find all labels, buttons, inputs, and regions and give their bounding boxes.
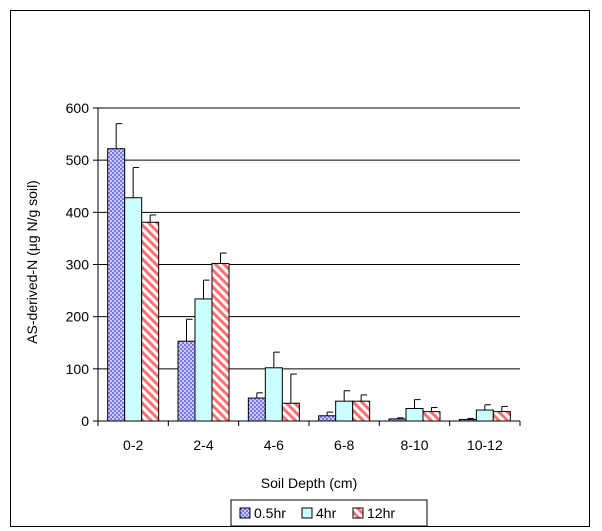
legend-label-0.5hr: 0.5hr	[254, 505, 286, 521]
y-tick-label: 500	[66, 152, 90, 168]
y-tick-label: 300	[66, 257, 90, 273]
x-axis-title: Soil Depth (cm)	[261, 475, 357, 491]
x-tick-label: 4-6	[264, 437, 284, 453]
y-tick-label: 0	[81, 413, 89, 429]
bar-12hr-4-6	[281, 402, 300, 422]
bar-12hr-10-12	[492, 411, 511, 422]
y-tick-label: 400	[66, 204, 90, 220]
legend-swatch-4hr	[301, 507, 313, 519]
bar-12hr-2-4	[211, 262, 230, 422]
x-tick-labels: 0-2 2-4 4-6 6-8 8-10 10-12	[123, 437, 503, 453]
x-tick-label: 2-4	[193, 437, 213, 453]
bar-0.5hr-0-2	[107, 148, 126, 422]
bar-4hr-8-10	[405, 407, 424, 422]
bar-4hr-6-8	[335, 400, 354, 422]
chart-frame	[10, 10, 590, 527]
x-tick-label: 8-10	[400, 437, 428, 453]
y-tick-label: 100	[66, 361, 90, 377]
y-axis-title: AS-derived-N (µg N/g soil)	[24, 180, 40, 344]
bar-4hr-2-4	[194, 298, 213, 422]
bar-4hr-4-6	[264, 367, 283, 422]
bar-12hr-6-8	[352, 400, 371, 422]
legend-label-12hr: 12hr	[367, 505, 395, 521]
bars-layer	[107, 148, 511, 422]
legend-swatch-12hr	[352, 507, 364, 519]
legend-label-4hr: 4hr	[316, 505, 337, 521]
axes-layer	[93, 107, 521, 426]
legend-box	[230, 499, 428, 527]
y-tick-label: 200	[66, 309, 90, 325]
y-tick-labels: 0 100 200 300 400 500 600	[66, 100, 90, 429]
x-tick-label: 10-12	[467, 437, 503, 453]
bar-4hr-0-2	[124, 197, 143, 422]
bar-0.5hr-6-8	[318, 415, 337, 422]
error-bars-layer	[115, 123, 508, 420]
gridlines	[98, 107, 520, 370]
bar-12hr-0-2	[141, 221, 160, 422]
bar-4hr-10-12	[475, 409, 494, 422]
x-tick-label: 0-2	[123, 437, 143, 453]
bar-0.5hr-2-4	[177, 340, 196, 422]
y-tick-label: 600	[66, 100, 90, 116]
legend-swatch-0.5hr	[239, 507, 251, 519]
legend: 0.5hr 4hr 12hr	[230, 499, 428, 527]
bar-12hr-8-10	[422, 411, 441, 422]
x-tick-label: 6-8	[334, 437, 354, 453]
bar-0.5hr-4-6	[247, 397, 266, 422]
